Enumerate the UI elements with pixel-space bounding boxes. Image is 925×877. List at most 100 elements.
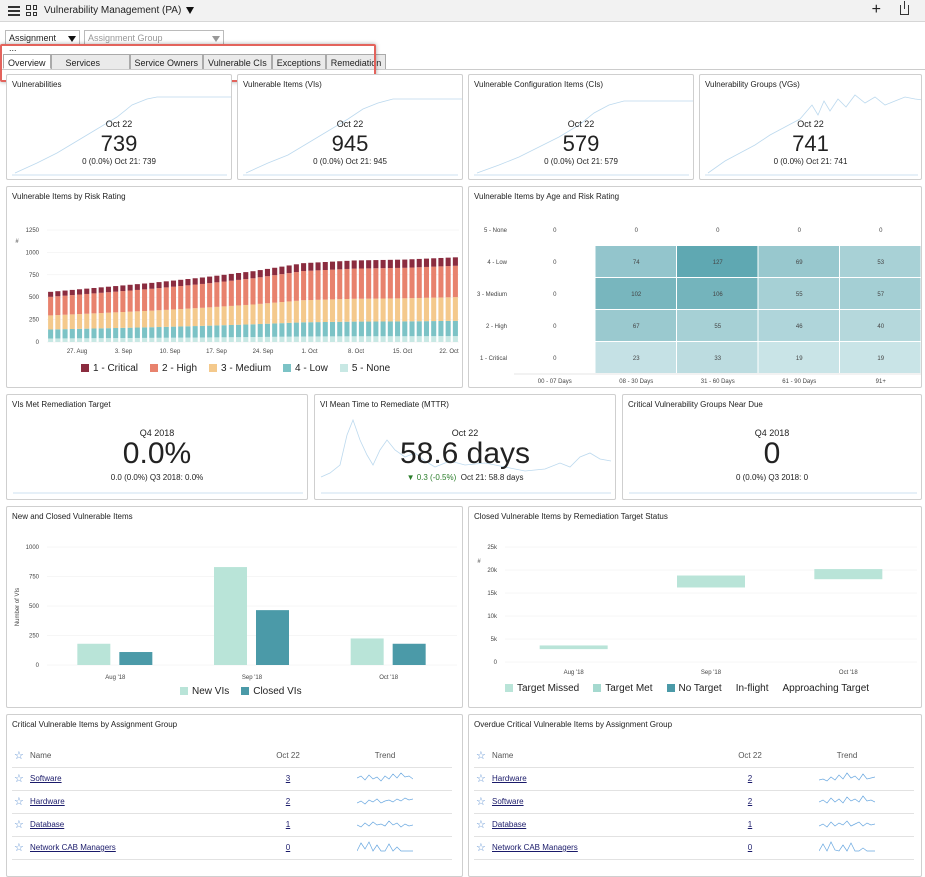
kpi-vulnerability-groups[interactable]: Vulnerability Groups (VGs) Oct 22 741 0 … — [699, 74, 922, 180]
legend-critical[interactable]: 1 - Critical — [81, 363, 138, 374]
risk-bar-segment — [199, 337, 205, 342]
star-icon[interactable]: ☆ — [474, 767, 490, 791]
y-axis-label: Number of VIs — [15, 588, 21, 626]
risk-bar-segment — [344, 336, 350, 342]
age-risk-heatmap-card: Vulnerable Items by Age and Risk Rating … — [468, 186, 922, 388]
value-link[interactable]: 3 — [285, 774, 291, 783]
risk-bar-segment — [221, 325, 227, 338]
risk-bar-segment — [366, 321, 372, 337]
risk-bar-segment — [344, 298, 350, 322]
value-link[interactable]: 2 — [285, 797, 291, 806]
header-name[interactable]: Name — [490, 745, 720, 768]
star-icon[interactable]: ☆ — [12, 790, 28, 814]
kpi-change: 0 (0.0%) Oct 21: 741 — [773, 157, 848, 166]
legend-approaching-target[interactable]: Approaching Target — [782, 683, 870, 694]
y-tick-label: 1000 — [26, 545, 40, 551]
tab-exceptions[interactable]: Exceptions — [271, 54, 326, 69]
star-icon[interactable]: ☆ — [474, 836, 490, 860]
kpi-vulnerable-cis[interactable]: Vulnerable Configuration Items (CIs) Oct… — [468, 74, 694, 180]
status-bar — [814, 569, 883, 580]
value-link[interactable]: 0 — [285, 843, 291, 852]
star-icon[interactable]: ☆ — [474, 813, 490, 837]
risk-bar-segment — [55, 291, 61, 297]
value-link[interactable]: 2 — [747, 797, 753, 806]
new-closed-bar — [119, 652, 153, 665]
star-icon[interactable]: ☆ — [474, 745, 490, 768]
dashboard-grid-icon[interactable] — [26, 5, 37, 16]
group-link[interactable]: Software — [492, 797, 524, 806]
legend-none[interactable]: 5 - None — [339, 363, 390, 374]
legend-medium[interactable]: 3 - Medium — [209, 363, 271, 374]
share-icon[interactable] — [900, 1, 909, 15]
kpi-met-target[interactable]: VIs Met Remediation Target Q4 2018 0.0% … — [6, 394, 308, 500]
kpi-critical-near-due[interactable]: Critical Vulnerability Groups Near Due Q… — [622, 394, 922, 500]
legend-target-met[interactable]: Target Met — [593, 683, 653, 694]
x-tick-label: 15. Oct — [393, 349, 413, 355]
legend-target-missed[interactable]: Target Missed — [505, 683, 579, 694]
risk-bar-segment — [243, 279, 249, 305]
legend-closed-vis[interactable]: Closed VIs — [241, 686, 302, 697]
group-link[interactable]: Hardware — [30, 797, 65, 806]
risk-bar-segment — [445, 297, 451, 321]
value-link[interactable]: 0 — [747, 843, 753, 852]
tab-vulnerable-cis[interactable]: Vulnerable CIs — [203, 54, 272, 69]
risk-bar-segment — [170, 309, 177, 327]
value-link[interactable]: 2 — [747, 774, 753, 783]
risk-bar-segment — [214, 282, 220, 307]
group-link[interactable]: Software — [30, 774, 62, 783]
kpi-vulnerabilities[interactable]: Vulnerabilities Oct 22 739 0 (0.0%) Oct … — [6, 74, 232, 180]
kpi-mttr[interactable]: VI Mean Time to Remediate (MTTR) Oct 22 … — [314, 394, 616, 500]
group-link[interactable]: Network CAB Managers — [30, 843, 116, 852]
header-date[interactable]: Oct 22 — [720, 745, 780, 768]
risk-bar-segment — [185, 279, 191, 286]
kpi-date: Oct 22 — [797, 119, 824, 129]
star-icon[interactable]: ☆ — [12, 813, 28, 837]
risk-bar-segment — [127, 337, 133, 342]
risk-bar-segment — [62, 290, 68, 296]
star-icon[interactable]: ☆ — [12, 745, 28, 768]
chevron-down-icon[interactable] — [186, 7, 195, 14]
group-link[interactable]: Database — [492, 820, 527, 829]
legend-no-target[interactable]: No Target — [666, 683, 722, 694]
star-icon[interactable]: ☆ — [12, 836, 28, 860]
kpi-change: 0.0 (0.0%) Q3 2018: 0.0% — [110, 473, 204, 482]
heat-cell-value: 0 — [553, 228, 557, 234]
value-link[interactable]: 1 — [285, 820, 291, 829]
tab-services[interactable]: Services — [50, 54, 130, 69]
risk-bar-segment — [286, 322, 292, 337]
group-link[interactable]: Hardware — [492, 774, 527, 783]
star-icon[interactable]: ☆ — [474, 790, 490, 814]
header-name[interactable]: Name — [28, 745, 258, 768]
kpi-vulnerable-items[interactable]: Vulnerable Items (VIs) Oct 22 945 0 (0.0… — [237, 74, 463, 180]
risk-bar-segment — [438, 336, 444, 342]
group-link[interactable]: Network CAB Managers — [492, 843, 578, 852]
value-link[interactable]: 1 — [747, 820, 753, 829]
kpi-value: 579 — [562, 131, 600, 156]
kpi-date: Oct 22 — [451, 428, 479, 438]
risk-bar-segment — [416, 267, 422, 298]
tab-remediation[interactable]: Remediation — [325, 54, 387, 69]
risk-bar-segment — [416, 336, 422, 342]
legend-new-vis[interactable]: New VIs — [180, 686, 229, 697]
menu-icon[interactable] — [8, 5, 20, 16]
overdue-by-group-card: Overdue Critical Vulnerable Items by Ass… — [468, 714, 922, 877]
tab-overview[interactable]: Overview — [3, 54, 51, 69]
header-date[interactable]: Oct 22 — [258, 745, 318, 768]
risk-bar-segment — [250, 324, 256, 338]
heat-cell — [758, 310, 839, 341]
risk-bar-segment — [322, 336, 328, 342]
risk-bar-segment — [257, 303, 263, 325]
legend-low[interactable]: 4 - Low — [283, 363, 328, 374]
risk-bar-segment — [337, 299, 343, 322]
star-icon[interactable]: ☆ — [12, 767, 28, 791]
legend-in-flight[interactable]: In-flight — [735, 683, 769, 694]
risk-bar-segment — [228, 337, 234, 342]
risk-bar-segment — [423, 297, 430, 322]
add-icon[interactable]: + — [871, 1, 881, 18]
new-closed-bar — [350, 638, 384, 665]
heat-cell — [595, 310, 676, 341]
group-link[interactable]: Database — [30, 820, 65, 829]
legend-high[interactable]: 2 - High — [150, 363, 197, 374]
heat-cell-value: 0 — [879, 228, 883, 234]
tab-service-owners[interactable]: Service Owners — [129, 54, 204, 69]
